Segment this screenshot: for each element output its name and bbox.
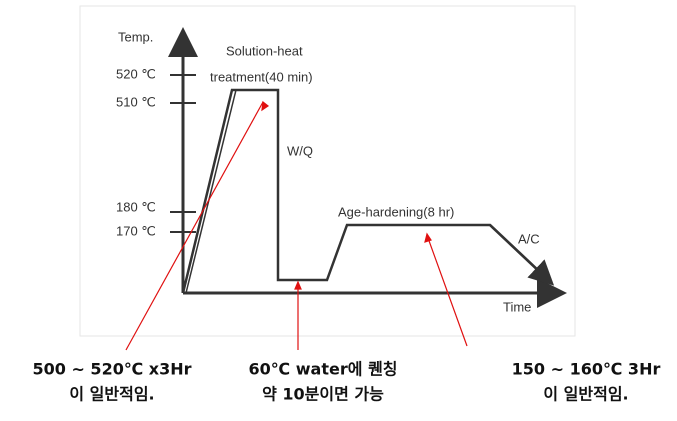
- stage-label: Age-hardening(8 hr): [338, 204, 454, 219]
- pointer: [125, 101, 264, 351]
- stage-label: Solution-heat: [226, 43, 303, 58]
- x-axis-label: Time: [503, 299, 531, 314]
- pointer: [427, 237, 468, 347]
- scan-frame: [79, 5, 576, 337]
- pointer-head: [294, 280, 302, 290]
- y-axis-label: Temp.: [118, 29, 153, 44]
- note: 이 일반적임.: [543, 385, 628, 404]
- note: 500 ~ 520℃ x3Hr: [32, 360, 191, 379]
- note: 약 10분이면 가능: [262, 385, 384, 404]
- tick-label: 170 ℃: [116, 223, 156, 238]
- pointers: [125, 100, 468, 351]
- axes: [168, 27, 567, 308]
- pointer-head: [424, 232, 432, 243]
- note: 이 일반적임.: [69, 385, 154, 404]
- note: 150 ~ 160℃ 3Hr: [512, 360, 661, 379]
- tick-label: 520 ℃: [116, 66, 156, 81]
- tick-label: 180 ℃: [116, 199, 156, 214]
- pointer-head: [261, 100, 270, 112]
- stage-label: A/C: [518, 231, 540, 246]
- profile-line: [185, 89, 237, 294]
- stage-label: treatment(40 min): [210, 69, 313, 84]
- tick-label: 510 ℃: [116, 94, 156, 109]
- profile: [181, 88, 555, 294]
- stage-label: W/Q: [287, 143, 313, 158]
- profile-line: [181, 88, 541, 294]
- cooling-arrow: [489, 224, 555, 286]
- note: 60℃ water에 퀜칭: [249, 360, 398, 379]
